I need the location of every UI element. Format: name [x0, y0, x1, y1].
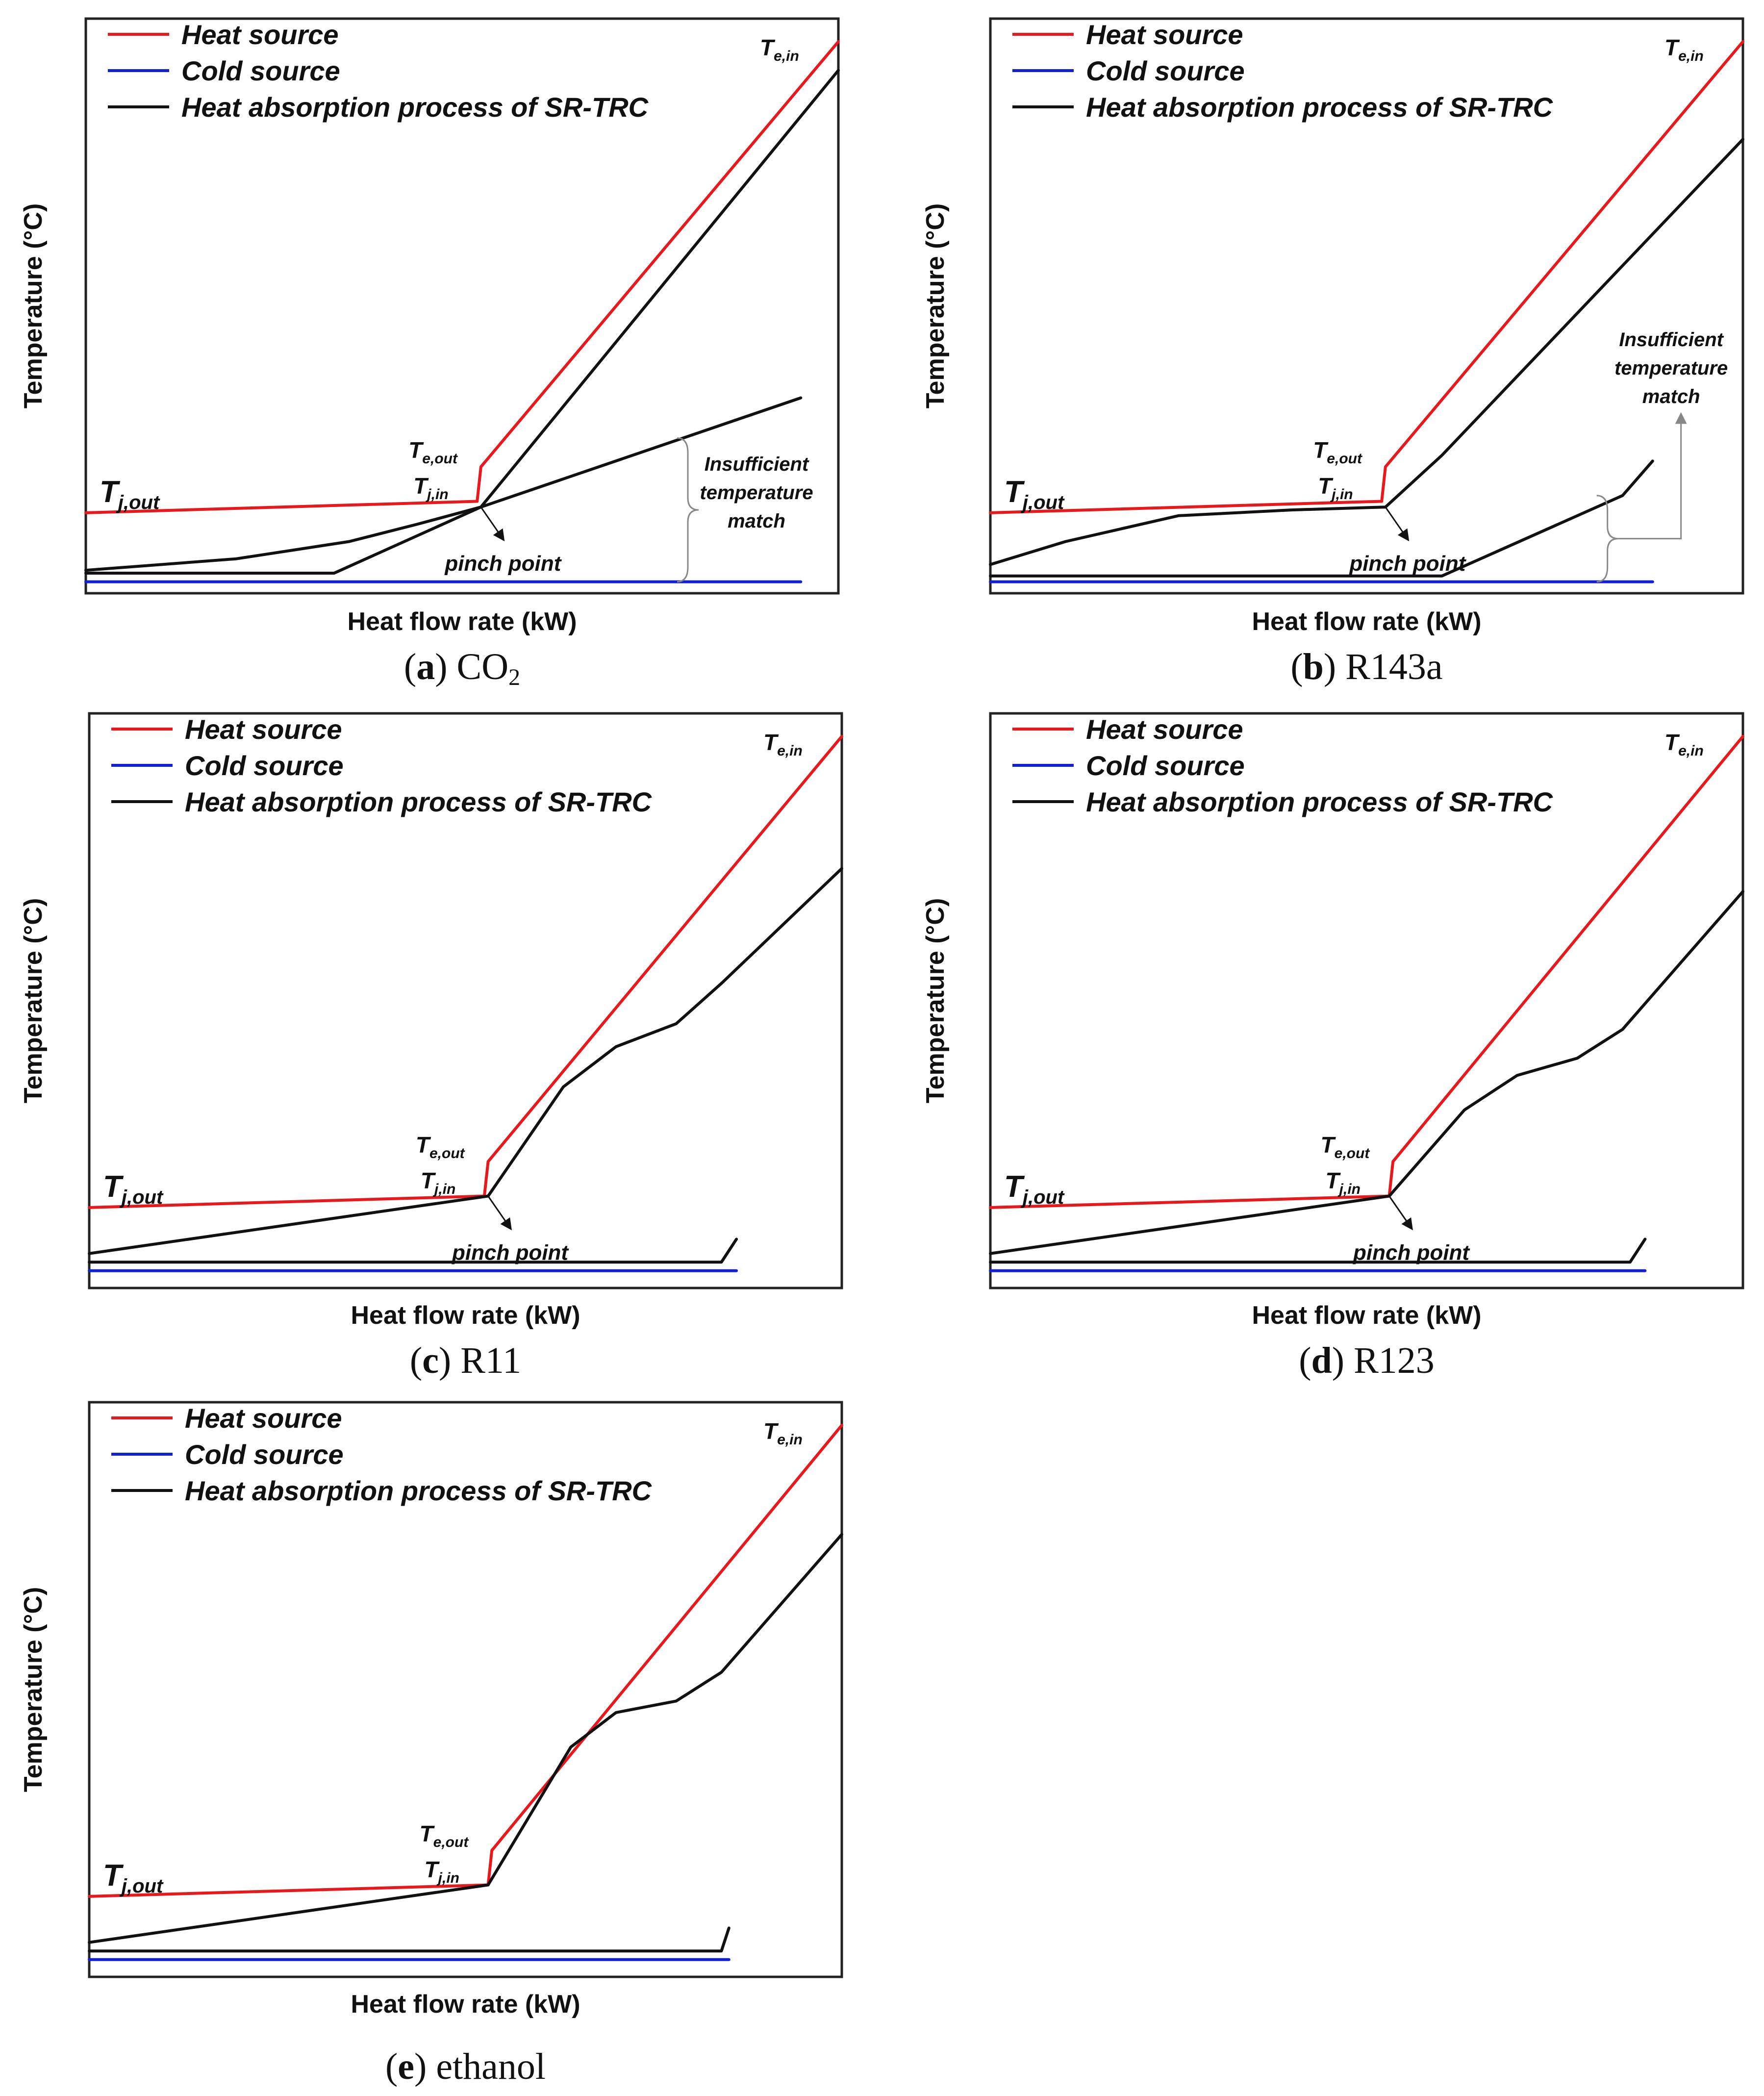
- legend-label-cold: Cold source: [181, 55, 340, 86]
- cold-side-line: [88, 1926, 731, 1953]
- panel-caption: (b) R143a: [1290, 646, 1442, 687]
- tj-in-label: Tj,in: [421, 1168, 455, 1197]
- x-axis-title: Heat flow rate (kW): [351, 1301, 580, 1330]
- insufficient-match-label: match: [1642, 386, 1700, 407]
- panel-caption: (e) ethanol: [385, 2046, 546, 2087]
- legend-label-process: Heat absorption process of SR-TRC: [1086, 92, 1554, 123]
- chart-panel-c: Heat source Cold source Heat absorption pr…: [19, 712, 843, 1381]
- cold-side-line: [989, 1237, 1647, 1264]
- pinch-point-arrow: [1385, 506, 1410, 542]
- te-in-label: Te,in: [1664, 35, 1704, 64]
- tj-in-label: Tj,in: [425, 1857, 459, 1886]
- te-in-label: Te,in: [763, 1418, 803, 1448]
- plot-frame: [84, 17, 840, 595]
- y-axis-title: Temperature (°C): [921, 898, 950, 1104]
- plot-frame: [989, 17, 1744, 595]
- pinch-point-arrow: [480, 506, 505, 542]
- heat-absorption-line: [989, 138, 1744, 566]
- heat-source-line: [88, 1423, 843, 1898]
- te-out-label: Te,out: [416, 1132, 466, 1162]
- legend-label-process: Heat absorption process of SR-TRC: [185, 786, 653, 817]
- heat-absorption-line: [989, 890, 1744, 1255]
- tj-out-label: Tj,out: [1004, 475, 1065, 513]
- cold-side-line: [84, 396, 803, 575]
- heat-source-line: [989, 40, 1744, 514]
- tj-out-label: Tj,out: [1004, 1170, 1065, 1208]
- x-axis-title: Heat flow rate (kW): [347, 607, 577, 636]
- insufficient-match-arrow: [1618, 412, 1687, 540]
- legend-label-heat: Heat source: [185, 714, 342, 745]
- legend-label-cold: Cold source: [185, 750, 344, 781]
- te-out-label: Te,out: [420, 1821, 470, 1850]
- pinch-point-label: pinch point: [444, 552, 562, 576]
- tj-out-label: Tj,out: [103, 1859, 164, 1897]
- te-in-label: Te,in: [1664, 730, 1704, 759]
- panel-caption: (d) R123: [1299, 1340, 1435, 1381]
- te-in-label: Te,in: [763, 730, 803, 759]
- chart-panel-a: Heat source Cold source Heat absorption pr…: [19, 17, 840, 690]
- plot-frame: [989, 712, 1744, 1289]
- panel-caption: (a) CO2: [404, 646, 520, 690]
- x-axis-title: Heat flow rate (kW): [351, 1990, 580, 2019]
- insufficient-match-label: Insufficient: [705, 454, 809, 475]
- plot-frame: [88, 712, 843, 1289]
- insufficient-match-label: temperature: [700, 482, 813, 504]
- tj-in-label: Tj,in: [413, 473, 448, 503]
- y-axis-title: Temperature (°C): [921, 203, 950, 409]
- insufficient-match-label: Insufficient: [1619, 329, 1724, 351]
- heat-absorption-line: [84, 69, 840, 572]
- insufficient-match-brace: [1596, 495, 1618, 583]
- panel-caption: (c) R11: [410, 1340, 521, 1381]
- insufficient-match-brace: [677, 437, 699, 583]
- legend-label-heat: Heat source: [181, 19, 339, 50]
- x-axis-title: Heat flow rate (kW): [1252, 1301, 1481, 1330]
- y-axis-title: Temperature (°C): [19, 203, 48, 409]
- te-out-label: Te,out: [1313, 437, 1363, 467]
- chart-panel-d: Heat source Cold source Heat absorption pr…: [921, 712, 1744, 1381]
- chart-panel-b: Heat source Cold source Heat absorption pr…: [921, 17, 1744, 687]
- y-axis-title: Temperature (°C): [19, 1587, 48, 1793]
- legend-label-heat: Heat source: [1086, 19, 1243, 50]
- plot-frame: [88, 1401, 843, 1978]
- heat-source-line: [88, 734, 843, 1209]
- pinch-point-arrow: [1388, 1195, 1413, 1231]
- legend-label-process: Heat absorption process of SR-TRC: [181, 92, 649, 123]
- te-out-label: Te,out: [1321, 1132, 1371, 1162]
- pinch-point-arrow: [487, 1195, 512, 1231]
- pinch-point-label: pinch point: [1353, 1240, 1470, 1264]
- heat-source-line: [989, 734, 1744, 1209]
- legend-label-process: Heat absorption process of SR-TRC: [185, 1475, 653, 1506]
- x-axis-title: Heat flow rate (kW): [1252, 607, 1481, 636]
- y-axis-title: Temperature (°C): [19, 898, 48, 1104]
- chart-panel-e: Heat source Cold source Heat absorption pr…: [19, 1401, 843, 2087]
- tj-in-label: Tj,in: [1318, 473, 1353, 503]
- cold-side-line: [989, 459, 1654, 578]
- cold-side-line: [88, 1237, 738, 1264]
- tj-in-label: Tj,in: [1326, 1168, 1361, 1197]
- tj-out-label: Tj,out: [100, 475, 160, 513]
- legend-label-cold: Cold source: [1086, 55, 1245, 86]
- legend-label-cold: Cold source: [185, 1439, 344, 1470]
- pinch-point-label: pinch point: [452, 1240, 569, 1264]
- te-out-label: Te,out: [408, 437, 458, 467]
- legend-label-heat: Heat source: [1086, 714, 1243, 745]
- pinch-point-label: pinch point: [1349, 552, 1466, 576]
- legend-label-cold: Cold source: [1086, 750, 1245, 781]
- insufficient-match-label: temperature: [1614, 357, 1728, 379]
- legend-label-heat: Heat source: [185, 1403, 342, 1434]
- te-in-label: Te,in: [760, 35, 799, 64]
- tj-out-label: Tj,out: [103, 1170, 164, 1208]
- heat-absorption-line: [88, 1533, 843, 1944]
- heat-source-line: [84, 40, 840, 514]
- insufficient-match-label: match: [728, 510, 785, 532]
- legend-label-process: Heat absorption process of SR-TRC: [1086, 786, 1554, 817]
